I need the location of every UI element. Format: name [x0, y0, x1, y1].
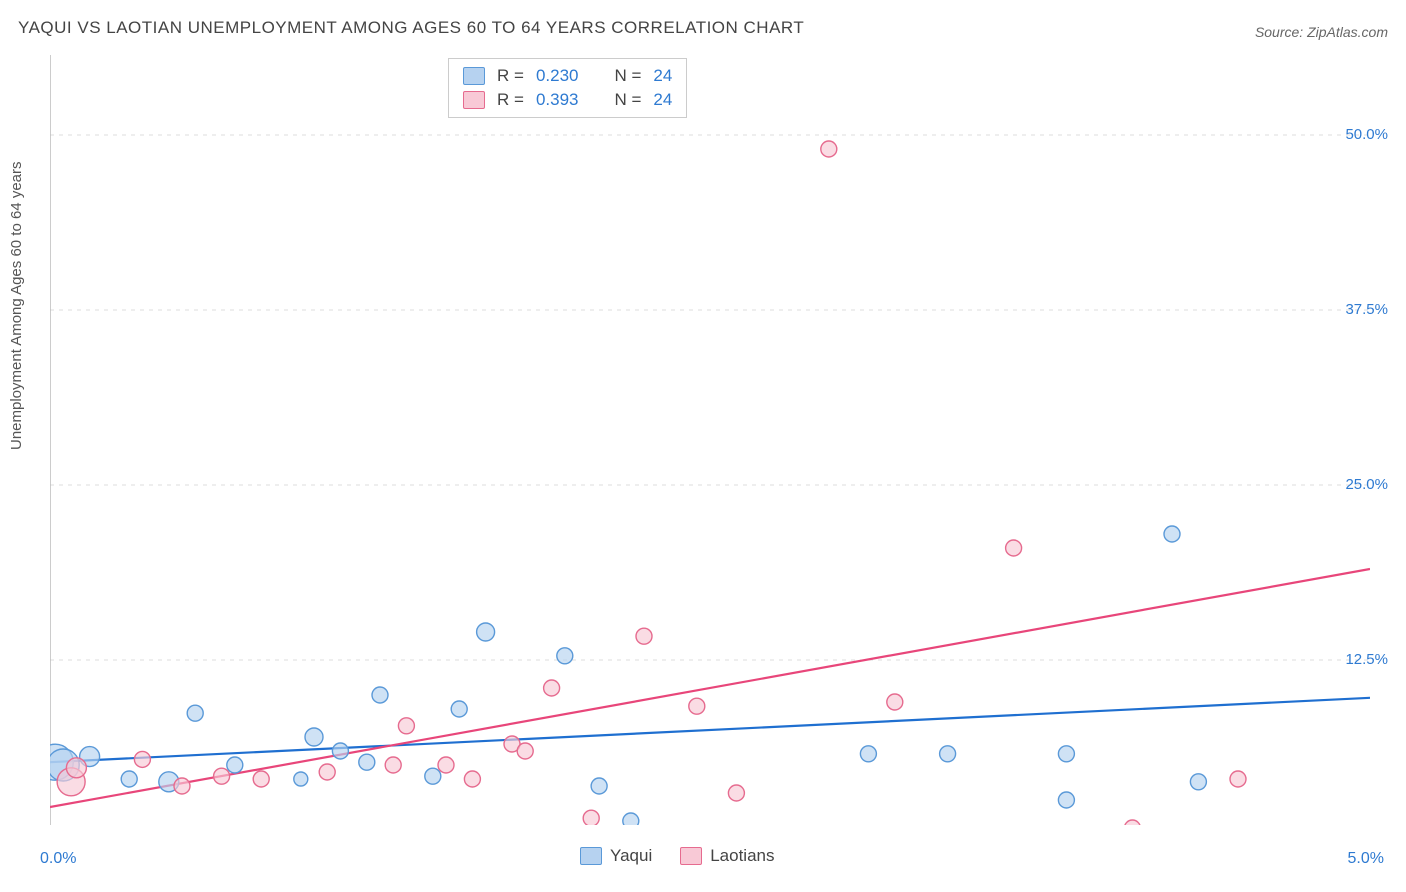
scatter-plot-svg — [50, 55, 1370, 825]
plot-area — [50, 55, 1370, 825]
stats-row: R =0.393N =24 — [463, 88, 672, 112]
legend-swatch — [580, 847, 602, 865]
chart-title: YAQUI VS LAOTIAN UNEMPLOYMENT AMONG AGES… — [18, 18, 804, 38]
legend-item: Laotians — [680, 846, 774, 866]
series-swatch — [463, 67, 485, 85]
y-tick-label: 12.5% — [1328, 651, 1388, 668]
stats-row: R =0.230N =24 — [463, 64, 672, 88]
y-axis-label: Unemployment Among Ages 60 to 64 years — [8, 161, 25, 450]
legend-label: Yaqui — [610, 846, 652, 866]
legend-label: Laotians — [710, 846, 774, 866]
legend-item: Yaqui — [580, 846, 652, 866]
legend-swatch — [680, 847, 702, 865]
y-tick-label: 25.0% — [1328, 476, 1388, 493]
x-axis-min-label: 0.0% — [40, 850, 76, 868]
x-axis-max-label: 5.0% — [1348, 850, 1384, 868]
y-tick-label: 50.0% — [1328, 126, 1388, 143]
y-tick-label: 37.5% — [1328, 301, 1388, 318]
series-swatch — [463, 91, 485, 109]
correlation-stats-box: R =0.230N =24R =0.393N =24 — [448, 58, 687, 118]
legend: Yaqui Laotians — [580, 846, 775, 866]
source-attribution: Source: ZipAtlas.com — [1255, 24, 1388, 40]
